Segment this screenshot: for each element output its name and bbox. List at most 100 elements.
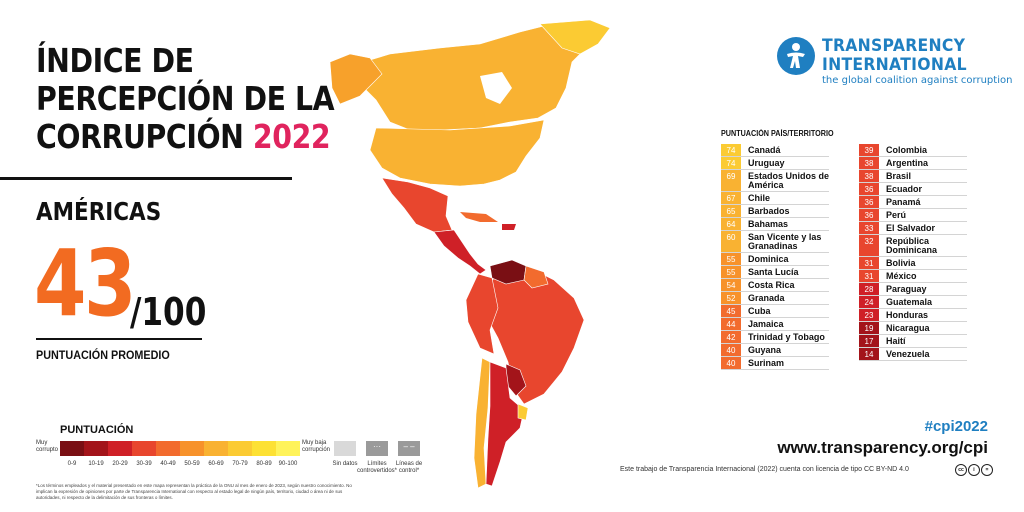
country-name: República Dominicana	[886, 236, 938, 255]
map-hudson-bay	[480, 72, 512, 104]
score-cell: 55	[721, 253, 741, 265]
map-alaska	[330, 53, 383, 105]
country-name: Bahamas	[748, 219, 789, 229]
license-text: Este trabajo de Transparencia Internacio…	[620, 466, 909, 473]
legend-range-label: 40-49	[160, 461, 176, 467]
title-line-3: CORRUPCIÓN 2022	[36, 117, 331, 156]
country-name: Santa Lucía	[748, 267, 799, 277]
country-name: Nicaragua	[886, 323, 930, 333]
legend-swatch	[228, 441, 252, 456]
table-row: 36 Panamá	[859, 196, 967, 209]
score-cell: 33	[859, 222, 879, 234]
legend-color-scale	[60, 441, 300, 456]
legend-swatch	[132, 441, 156, 456]
score-table-left: 74 Canadá 74 Uruguay 69 Estados Unidos de Amé…	[721, 144, 829, 370]
score-cell: 28	[859, 283, 879, 295]
country-name: Ecuador	[886, 184, 923, 194]
score-cell: 23	[859, 309, 879, 321]
country-name: Granada	[748, 293, 785, 303]
country-name: Paraguay	[886, 284, 927, 294]
legend-control-label: Líneas de control*	[395, 461, 423, 474]
page-title: ÍNDICE DE PERCEPCIÓN DE LA CORRUPCIÓN 20…	[36, 42, 335, 156]
table-row: 24 Guatemala	[859, 296, 967, 309]
score-cell: 40	[721, 357, 741, 369]
legend-range-label: 0-9	[67, 461, 77, 467]
score-cell: 74	[721, 144, 741, 156]
country-name: Uruguay	[748, 158, 785, 168]
country-name: Honduras	[886, 310, 929, 320]
table-row: 28 Paraguay	[859, 283, 967, 296]
country-name: San Vicente y las Granadinas	[748, 232, 822, 251]
table-row: 52 Granada	[721, 292, 829, 305]
map-usa	[369, 119, 545, 187]
legend-range-label: 70-79	[232, 461, 248, 467]
title-word-corruption: CORRUPCIÓN	[36, 117, 244, 156]
map-hispaniola	[502, 224, 516, 230]
country-name: Venezuela	[886, 349, 930, 359]
legend-range-labels: 0-9 10-19 20-29 30-39 40-49 50-59 60-69 70-79 80…	[60, 461, 300, 467]
logo-wordmark: TRANSPARENCY INTERNATIONAL the global co…	[822, 37, 1012, 87]
table-row: 38 Argentina	[859, 157, 967, 170]
score-cell: 36	[859, 196, 879, 208]
legend-range-label: 90-100	[278, 461, 298, 467]
americas-map	[330, 19, 611, 489]
country-name: México	[886, 271, 917, 281]
title-divider	[0, 177, 292, 180]
country-name: Jamaica	[748, 319, 784, 329]
country-name: Dominica	[748, 254, 789, 264]
map-central-america	[433, 229, 487, 275]
legend-swatch	[276, 441, 300, 456]
map-mexico	[381, 177, 453, 233]
country-name: Estados Unidos de América	[748, 171, 830, 190]
score-table-right: 39 Colombia 38 Argentina 38 Brasil 36 Ecuador 36…	[859, 144, 967, 361]
map-canada	[349, 21, 593, 131]
legend-swatch	[60, 441, 84, 456]
country-name: Barbados	[748, 206, 790, 216]
country-name: Trinidad y Tobago	[748, 332, 825, 342]
country-name: Bolivia	[886, 258, 916, 268]
legend-control-swatch: – –	[398, 441, 420, 456]
legend-high-label: Muy baja corrupción	[302, 440, 331, 453]
legend-swatch	[180, 441, 204, 456]
score-cell: 74	[721, 157, 741, 169]
country-name: Costa Rica	[748, 280, 795, 290]
table-row: 32 República Dominicana	[859, 235, 967, 257]
country-name: Argentina	[886, 158, 929, 168]
legend-swatch	[156, 441, 180, 456]
table-row: 55 Dominica	[721, 253, 829, 266]
title-year: 2022	[252, 117, 331, 156]
by-icon: i	[968, 464, 980, 476]
table-row: 31 México	[859, 270, 967, 283]
score-cell: 36	[859, 209, 879, 221]
logo-line-1: TRANSPARENCY	[822, 36, 966, 56]
map-andes-north	[465, 273, 499, 355]
country-name: Cuba	[748, 306, 771, 316]
legend-range-label: 20-29	[112, 461, 128, 467]
legend-low-label: Muy corrupto	[36, 440, 59, 453]
score-cell: 44	[721, 318, 741, 330]
table-row: 36 Perú	[859, 209, 967, 222]
score-cell: 31	[859, 270, 879, 282]
score-cell: 19	[859, 322, 879, 334]
legend-range-label: 30-39	[136, 461, 152, 467]
score-cell: 14	[859, 348, 879, 360]
table-row: 19 Nicaragua	[859, 322, 967, 335]
score-cell: 40	[721, 344, 741, 356]
legend-range-label: 50-59	[184, 461, 200, 467]
score-cell: 60	[721, 231, 741, 252]
table-row: 74 Uruguay	[721, 157, 829, 170]
score-cell: 38	[859, 170, 879, 182]
country-name: Colombia	[886, 145, 928, 155]
map-uruguay	[517, 403, 529, 421]
table-row: 64 Bahamas	[721, 218, 829, 231]
map-greenland	[539, 19, 611, 55]
legend-disputed-label: Límites controvertidos*	[357, 461, 398, 474]
average-label: PUNTUACIÓN PROMEDIO	[36, 348, 170, 362]
legend-range-label: 80-89	[256, 461, 272, 467]
hashtag-link[interactable]: #cpi2022	[924, 418, 988, 435]
website-link[interactable]: www.transparency.org/cpi	[777, 438, 988, 457]
country-name: Perú	[886, 210, 907, 220]
table-row: 40 Surinam	[721, 357, 829, 370]
title-line-2: PERCEPCIÓN DE LA	[36, 79, 335, 118]
table-row: 36 Ecuador	[859, 183, 967, 196]
